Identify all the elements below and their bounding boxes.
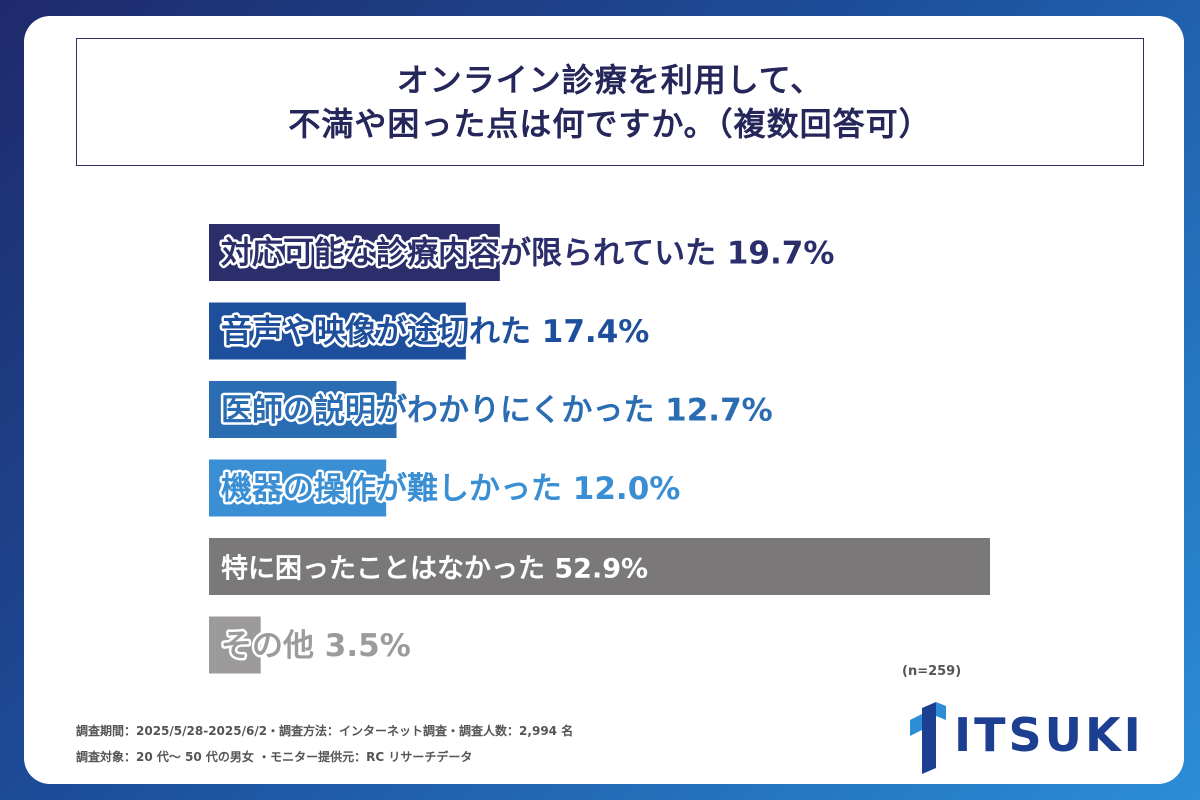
bar-2 — [209, 302, 466, 360]
sample-size-label: (n=259) — [902, 664, 962, 679]
bar-4 — [209, 459, 387, 517]
title-box: オンライン診療を利用して、 不満や困った点は何ですか。（複数回答可） — [76, 38, 1144, 166]
bar-label-4: 機器の操作が難しかった 12.0% — [221, 471, 680, 507]
bar-6 — [209, 616, 261, 674]
itsuki-logo: ITSUKI — [902, 700, 1141, 776]
logo-mark-icon — [910, 702, 946, 774]
logo-text: ITSUKI — [954, 708, 1144, 762]
chart-title-line1: オンライン診療を利用して、 — [396, 61, 824, 99]
bar-label-5: 特に困ったことはなかった 52.9% — [221, 554, 648, 585]
bar-label-6: その他 3.5% — [221, 628, 411, 664]
bar-chart: 対応可能な診療内容が限られていた 19.7% 音声や映像が途切れた 17.4% 医師… — [209, 224, 990, 674]
bar-label-1: 対応可能な診療内容が限られていた 19.7% — [221, 236, 834, 272]
bar-label-2: 音声や映像が途切れた 17.4% — [221, 314, 649, 350]
bar-1 — [209, 224, 500, 281]
bar-label-3: 医師の説明がわかりにくかった 12.7% — [221, 393, 773, 429]
bar-3 — [209, 381, 397, 438]
footer-survey-target: 調査対象：20 代～ 50 代の男女 ・モニター提供元：RC リサーチデータ — [76, 750, 473, 764]
chart-title-line2: 不満や困った点は何ですか。（複数回答可） — [288, 105, 932, 143]
bar-5 — [209, 538, 990, 595]
card: オンライン診療を利用して、 不満や困った点は何ですか。（複数回答可） 対応可能な… — [24, 16, 1184, 784]
footer-survey-period: 調査期間：2025/5/28-2025/6/2・調査方法：インターネット調査・調… — [76, 724, 574, 738]
